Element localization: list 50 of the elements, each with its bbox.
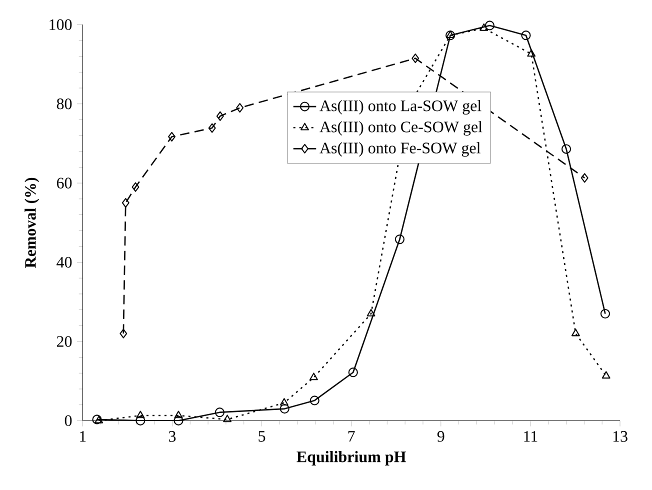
legend-label: As(III) onto Fe-SOW gel	[320, 142, 480, 157]
y-axis-title: Removal (%)	[24, 178, 40, 268]
point	[580, 173, 588, 183]
x-tick-label: 9	[437, 431, 444, 442]
point	[310, 396, 320, 406]
point	[92, 414, 102, 424]
point	[132, 182, 140, 192]
point	[348, 368, 358, 378]
point	[236, 103, 244, 113]
point	[602, 371, 610, 379]
point	[571, 328, 580, 336]
y-tick-label: 40	[56, 256, 72, 268]
point	[366, 308, 376, 316]
y-tick-label: 0	[64, 415, 72, 426]
point	[122, 198, 130, 208]
y-tick-label: 100	[50, 19, 72, 30]
point	[412, 54, 420, 64]
x-tick-label: 3	[169, 431, 176, 442]
legend-label: As(III) onto La-SOW gel	[320, 100, 482, 115]
point	[484, 20, 494, 30]
point	[521, 30, 531, 40]
point	[174, 410, 183, 418]
point	[136, 416, 146, 426]
point	[309, 372, 318, 380]
x-tick-label: 11	[524, 431, 538, 442]
y-tick-label: 80	[56, 98, 72, 110]
point	[223, 414, 232, 422]
point	[600, 308, 610, 319]
point	[214, 408, 224, 418]
point	[394, 234, 404, 244]
point	[280, 398, 288, 406]
point	[527, 49, 536, 57]
point	[480, 23, 488, 31]
point	[280, 404, 290, 414]
x-tick-label: 1	[80, 431, 86, 442]
legend-label: As(III) onto Ce-SOW gel	[320, 121, 482, 136]
point	[168, 132, 176, 142]
point	[561, 144, 572, 154]
point	[94, 416, 104, 424]
y-tick-label: 20	[56, 336, 72, 347]
point	[136, 410, 145, 418]
x-tick-label: 13	[613, 431, 628, 442]
point	[208, 123, 216, 133]
point	[120, 328, 128, 338]
point	[174, 416, 184, 426]
y-tick-label: 60	[56, 178, 72, 188]
x-axis-title: Equilibrium pH	[296, 450, 406, 466]
x-tick-label: 5	[258, 431, 266, 442]
point	[216, 111, 224, 121]
x-tick-label: 7	[348, 431, 355, 442]
